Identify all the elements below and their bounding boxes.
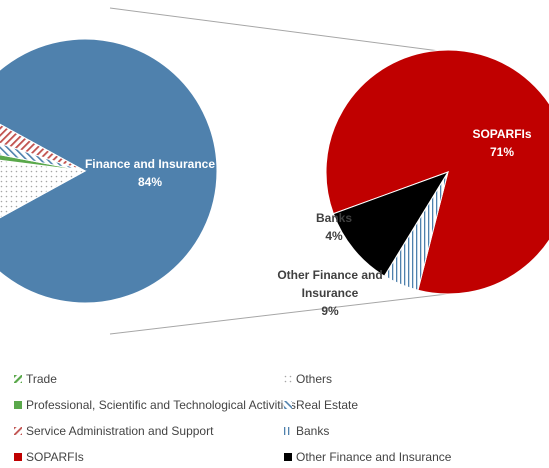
label-finance-and-insurance: Finance and Insurance [85, 157, 215, 171]
legend-swatch-professional [14, 401, 22, 409]
main-pie-slice-finance-and-insurance [0, 38, 218, 304]
main-pie-slice-others [0, 159, 87, 219]
legend-label-professional: Professional, Scientific and Technologic… [26, 398, 296, 412]
legend-label-soparfis: SOPARFIs [26, 450, 84, 464]
pie-of-pie-chart: Finance and Insurance 84% SOPARFIs 71% B… [0, 7, 549, 335]
legend-swatch-real-estate [284, 401, 292, 409]
legend-swatch-trade [14, 375, 22, 383]
legend-swatch-service-admin [14, 427, 22, 435]
legend-label-others: Others [296, 372, 333, 386]
legend-item-others: Others [284, 372, 332, 386]
legend-label-trade: Trade [26, 372, 57, 386]
value-banks: 4% [325, 229, 343, 243]
secondary-pie-slice-soparfis [325, 49, 549, 295]
legend-label-other-finance: Other Finance and Insurance [296, 450, 452, 464]
connector-line-bottom [109, 293, 448, 335]
value-soparfis: 71% [490, 145, 514, 159]
legend-item-professional: Professional, Scientific and Technologic… [14, 398, 296, 412]
legend-label-banks: Banks [296, 424, 330, 438]
legend-label-real-estate: Real Estate [296, 398, 359, 412]
secondary-pie [325, 49, 549, 295]
secondary-pie-slice-other-finance-and-insurance [332, 171, 450, 277]
legend-label-service-admin: Service Administration and Support [26, 424, 214, 438]
legend-swatch-other-finance [284, 453, 292, 461]
label-other-finance-line1: Other Finance and [277, 268, 382, 282]
legend-item-banks: Banks [284, 424, 329, 438]
main-pie-slice-service-administration-and-support [0, 123, 86, 172]
label-banks: Banks [316, 211, 352, 225]
legend-item-other-finance: Other Finance and Insurance [284, 450, 451, 464]
value-other-finance: 9% [321, 304, 339, 318]
legend-item-real-estate: Real Estate [284, 398, 358, 412]
legend-item-trade: Trade [14, 372, 57, 386]
legend-swatch-banks [284, 427, 292, 435]
main-pie [0, 38, 218, 304]
label-other-finance-line2: Insurance [302, 286, 359, 300]
legend-swatch-soparfis [14, 453, 22, 461]
legend-item-service-admin: Service Administration and Support [14, 424, 213, 438]
value-finance-and-insurance: 84% [138, 175, 162, 189]
legend-swatch-others [284, 375, 292, 383]
connector-line-top [109, 7, 448, 53]
label-soparfis: SOPARFIs [472, 127, 531, 141]
legend-item-soparfis: SOPARFIs [14, 450, 84, 464]
